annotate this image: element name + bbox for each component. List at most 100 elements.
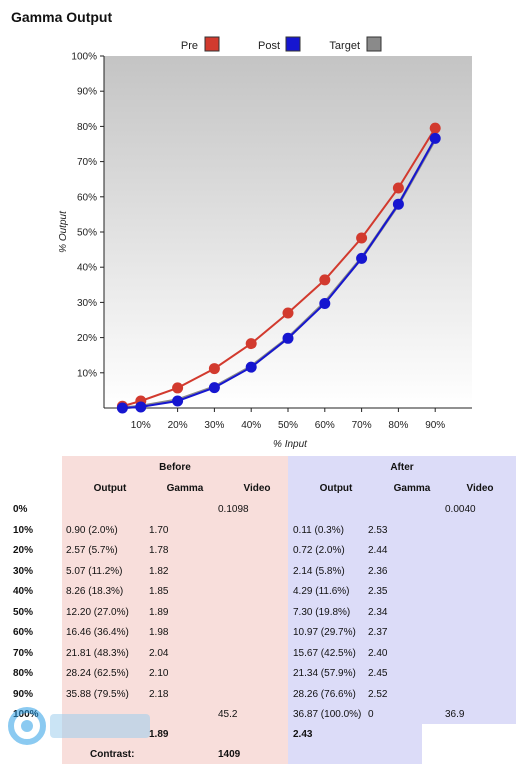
x-tick-label: 50% bbox=[278, 420, 298, 431]
table-cell: 0.0040 bbox=[445, 504, 476, 515]
data-point-post bbox=[135, 401, 147, 413]
table-cell: 0.1098 bbox=[218, 504, 249, 515]
table-cell: 2.35 bbox=[368, 586, 388, 597]
contrast-value: 1409 bbox=[218, 749, 241, 760]
table-cell: 28.26 (76.6%) bbox=[293, 688, 356, 700]
table-cell: 2.53 bbox=[368, 524, 388, 536]
y-tick-label: 80% bbox=[77, 122, 97, 133]
series-line-pre bbox=[122, 127, 437, 408]
table-cell: 2.18 bbox=[149, 688, 169, 700]
data-point-pre bbox=[208, 363, 220, 375]
data-point-pre bbox=[356, 232, 368, 244]
table-cell: 0 bbox=[368, 709, 374, 720]
table-cell: 15.67 (42.5%) bbox=[293, 647, 356, 659]
y-axis-title: % Output bbox=[58, 210, 69, 253]
y-tick-label: 20% bbox=[77, 333, 97, 344]
table-cell: 1.78 bbox=[149, 545, 169, 556]
data-point-post bbox=[356, 252, 368, 264]
table-cell: 2.10 bbox=[149, 668, 169, 679]
row-label: 80% bbox=[13, 668, 34, 679]
row-label: 60% bbox=[13, 627, 34, 638]
legend-swatch-target bbox=[366, 36, 382, 52]
y-tick-label: 40% bbox=[77, 263, 97, 274]
y-tick-label: 100% bbox=[71, 52, 97, 63]
legend-label-pre: Pre bbox=[181, 40, 198, 52]
data-point-post bbox=[429, 132, 441, 144]
y-tick-label: 50% bbox=[77, 228, 97, 239]
data-point-pre bbox=[392, 182, 404, 194]
column-header: Video bbox=[243, 483, 271, 494]
table-cell: 2.34 bbox=[368, 606, 388, 618]
table-cell: 2.04 bbox=[149, 647, 169, 659]
table-cell: 0.11 (0.3%) bbox=[293, 524, 344, 536]
x-axis-title: % Input bbox=[273, 439, 308, 450]
data-point-pre bbox=[172, 382, 184, 394]
contrast-label: Contrast: bbox=[90, 749, 135, 760]
table-cell: 36.87 (100.0%) bbox=[293, 709, 362, 720]
table-cell: 1.98 bbox=[149, 627, 169, 638]
table-cell: 16.46 (36.4%) bbox=[66, 627, 129, 638]
y-tick-label: 90% bbox=[77, 87, 97, 98]
row-label: 90% bbox=[13, 688, 34, 700]
legend-swatch-pre bbox=[204, 36, 220, 52]
data-point-post bbox=[208, 382, 220, 394]
table-cell: 2.37 bbox=[368, 627, 388, 638]
column-header: Gamma bbox=[166, 483, 204, 494]
table-cell: 8.26 (18.3%) bbox=[66, 586, 124, 597]
legend-label-target: Target bbox=[329, 40, 360, 52]
table-cell: 10.97 (29.7%) bbox=[293, 627, 356, 638]
legend-swatch-post bbox=[285, 36, 301, 52]
y-tick-label: 30% bbox=[77, 298, 97, 309]
table-cell: 2.45 bbox=[368, 668, 388, 679]
row-label: 20% bbox=[13, 545, 34, 556]
table-cell: 2.52 bbox=[368, 688, 388, 700]
row-label: 50% bbox=[13, 606, 34, 618]
x-tick-label: 60% bbox=[315, 420, 335, 431]
data-point-pre bbox=[282, 307, 294, 319]
page-title: Gamma Output bbox=[11, 9, 113, 25]
column-header: Output bbox=[93, 483, 127, 494]
table-cell: 2.14 (5.8%) bbox=[293, 565, 345, 577]
watermark-logo bbox=[8, 707, 150, 745]
x-tick-label: 90% bbox=[425, 420, 445, 431]
table-cell: 21.34 (57.9%) bbox=[293, 668, 356, 679]
after-header: After bbox=[390, 462, 414, 473]
data-point-post bbox=[116, 402, 128, 414]
row-label: 10% bbox=[13, 524, 34, 536]
y-tick-label: 70% bbox=[77, 157, 97, 168]
table-cell: 35.88 (79.5%) bbox=[66, 688, 129, 700]
table-cell: 0.72 (2.0%) bbox=[293, 545, 345, 556]
data-point-pre bbox=[245, 338, 257, 350]
table-cell: 12.20 (27.0%) bbox=[66, 606, 129, 618]
x-tick-label: 10% bbox=[131, 420, 151, 431]
data-point-pre bbox=[429, 122, 441, 134]
table-cell: 28.24 (62.5%) bbox=[66, 668, 129, 679]
avg-gamma-after: 2.43 bbox=[293, 729, 313, 740]
after-panel bbox=[288, 456, 516, 724]
table-cell: 1.70 bbox=[149, 524, 169, 536]
after-panel-bottom bbox=[288, 724, 422, 764]
avg-gamma-before: 1.89 bbox=[149, 729, 169, 740]
table-cell: 1.82 bbox=[149, 565, 169, 577]
legend-label-post: Post bbox=[258, 40, 280, 52]
x-tick-label: 40% bbox=[241, 420, 261, 431]
table-cell: 7.30 (19.8%) bbox=[293, 606, 351, 618]
x-tick-label: 80% bbox=[388, 420, 408, 431]
data-point-post bbox=[392, 198, 404, 210]
before-panel bbox=[62, 456, 288, 764]
table-cell: 2.44 bbox=[368, 545, 388, 556]
before-header: Before bbox=[159, 462, 191, 473]
series-line-post bbox=[122, 137, 437, 409]
table-cell: 2.36 bbox=[368, 565, 388, 577]
x-tick-label: 30% bbox=[204, 420, 224, 431]
data-point-post bbox=[319, 297, 331, 309]
table-cell: 36.9 bbox=[445, 709, 465, 720]
table-cell: 4.29 (11.6%) bbox=[293, 586, 350, 597]
data-point-pre bbox=[319, 274, 331, 286]
row-label: 100% bbox=[13, 709, 39, 720]
table-cell: 2.40 bbox=[368, 647, 388, 659]
table-cell: 21.81 (48.3%) bbox=[66, 647, 129, 659]
row-label: 30% bbox=[13, 565, 34, 577]
table-cell: 1.85 bbox=[149, 586, 169, 597]
data-point-post bbox=[172, 395, 184, 407]
